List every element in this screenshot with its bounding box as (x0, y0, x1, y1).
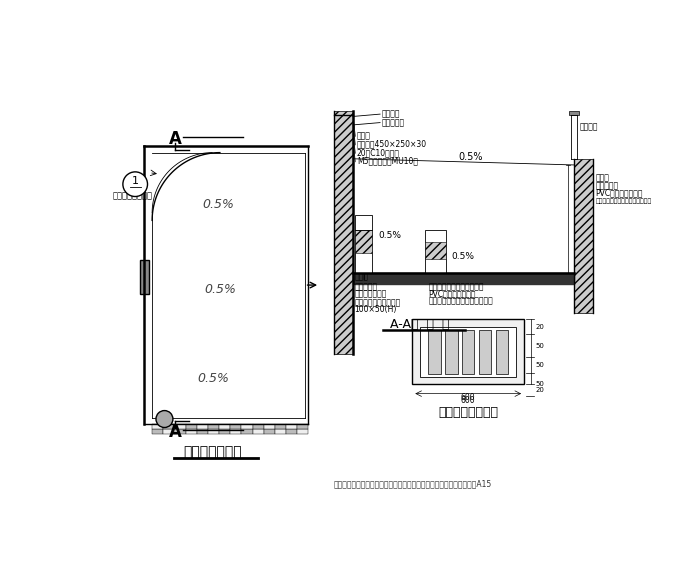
Text: 预留雨水孔: 预留雨水孔 (355, 282, 378, 291)
Text: 50: 50 (535, 381, 544, 387)
Text: 雨水篦子450×250×30: 雨水篦子450×250×30 (357, 139, 427, 148)
Bar (286, 424, 297, 430)
Bar (174, 430, 186, 435)
Text: 0.5%: 0.5% (202, 199, 235, 212)
Bar (297, 424, 309, 430)
Text: A: A (169, 130, 181, 148)
Bar (424, 230, 446, 273)
Text: 固定钉: 固定钉 (357, 131, 371, 140)
Text: 雨水篦子平面大样: 雨水篦子平面大样 (112, 191, 152, 200)
Bar (264, 430, 275, 435)
Bar (152, 430, 163, 435)
Bar (230, 430, 242, 435)
Text: PVC蓄水辅水板成品: PVC蓄水辅水板成品 (429, 290, 476, 299)
Bar (208, 424, 219, 430)
Bar (286, 430, 297, 435)
Text: 50: 50 (535, 343, 544, 349)
Text: 建筑完成面: 建筑完成面 (382, 118, 405, 127)
Text: 建筑防板（建筑乙烯防水、找坡）: 建筑防板（建筑乙烯防水、找坡） (595, 199, 652, 204)
Text: 种植土: 种植土 (595, 173, 609, 182)
Text: 20: 20 (535, 324, 544, 329)
Bar (297, 430, 309, 435)
Bar (208, 430, 219, 435)
Text: 0.5%: 0.5% (378, 231, 401, 240)
Text: 土工布一遍（土工布锚头固定）: 土工布一遍（土工布锚头固定） (429, 297, 493, 306)
Bar (355, 215, 372, 273)
Bar (496, 330, 508, 374)
Circle shape (156, 410, 173, 427)
Bar (264, 424, 275, 430)
Text: A: A (169, 423, 181, 441)
Text: 建筑墙体: 建筑墙体 (382, 110, 400, 119)
Bar (253, 424, 264, 430)
Bar (163, 430, 174, 435)
Text: 土工布锚头固定: 土工布锚头固定 (355, 290, 387, 299)
Text: M5水泥砂浆砌MU10砖: M5水泥砂浆砌MU10砖 (357, 156, 418, 165)
Text: 0.5%: 0.5% (198, 372, 230, 385)
Text: 土工布一遍: 土工布一遍 (595, 181, 619, 190)
Bar (275, 430, 286, 435)
Bar (429, 330, 440, 374)
Bar (219, 430, 230, 435)
Bar (197, 424, 208, 430)
Text: 20: 20 (535, 387, 544, 393)
Bar (413, 319, 524, 384)
Text: 0.5%: 0.5% (204, 283, 236, 296)
Bar (424, 242, 446, 259)
Bar (186, 430, 197, 435)
Text: 建筑反层（建筑乙烯防水）: 建筑反层（建筑乙烯防水） (429, 282, 484, 291)
Circle shape (123, 172, 147, 196)
Text: 600: 600 (461, 393, 475, 402)
Bar (462, 330, 475, 374)
Text: 建筑反层蓄排管雨水孔: 建筑反层蓄排管雨水孔 (355, 298, 401, 307)
Text: 注：雨水篦子采用复合材料（不饱和聚酯树脂混绿色）篦板，荷载等级A15: 注：雨水篦子采用复合材料（不饱和聚酯树脂混绿色）篦板，荷载等级A15 (334, 480, 492, 489)
Bar (219, 424, 230, 430)
Bar (140, 260, 149, 294)
Bar (569, 111, 579, 115)
Text: 雨水篦子平面大样: 雨水篦子平面大样 (438, 406, 498, 419)
Bar (242, 424, 253, 430)
Text: A-A剖  面  图: A-A剖 面 图 (390, 318, 450, 331)
Text: 雨水管: 雨水管 (355, 272, 369, 281)
Bar (355, 230, 372, 254)
Bar (275, 424, 286, 430)
Bar (574, 159, 593, 313)
Text: PVC蓄水辅水板成品: PVC蓄水辅水板成品 (595, 188, 643, 198)
Text: 20层C10混凝土: 20层C10混凝土 (357, 148, 400, 157)
Bar (242, 430, 253, 435)
Bar (186, 424, 197, 430)
Text: 50: 50 (535, 362, 544, 368)
Bar (152, 424, 163, 430)
Text: 0.5%: 0.5% (451, 252, 474, 261)
Bar (174, 424, 186, 430)
Bar (334, 111, 353, 354)
Text: 空中花园平面图: 空中花园平面图 (183, 445, 242, 459)
Bar (230, 424, 242, 430)
Text: 1: 1 (132, 176, 139, 186)
Text: 100×50(H): 100×50(H) (355, 305, 397, 314)
Bar (163, 424, 174, 430)
Text: 600: 600 (461, 396, 475, 405)
Bar (158, 416, 170, 422)
Bar (253, 430, 264, 435)
Bar (479, 330, 491, 374)
Bar (445, 330, 458, 374)
Text: 0.5%: 0.5% (458, 152, 482, 161)
Text: 建筑排升: 建筑排升 (579, 122, 598, 131)
Bar (420, 327, 517, 377)
Bar (197, 430, 208, 435)
